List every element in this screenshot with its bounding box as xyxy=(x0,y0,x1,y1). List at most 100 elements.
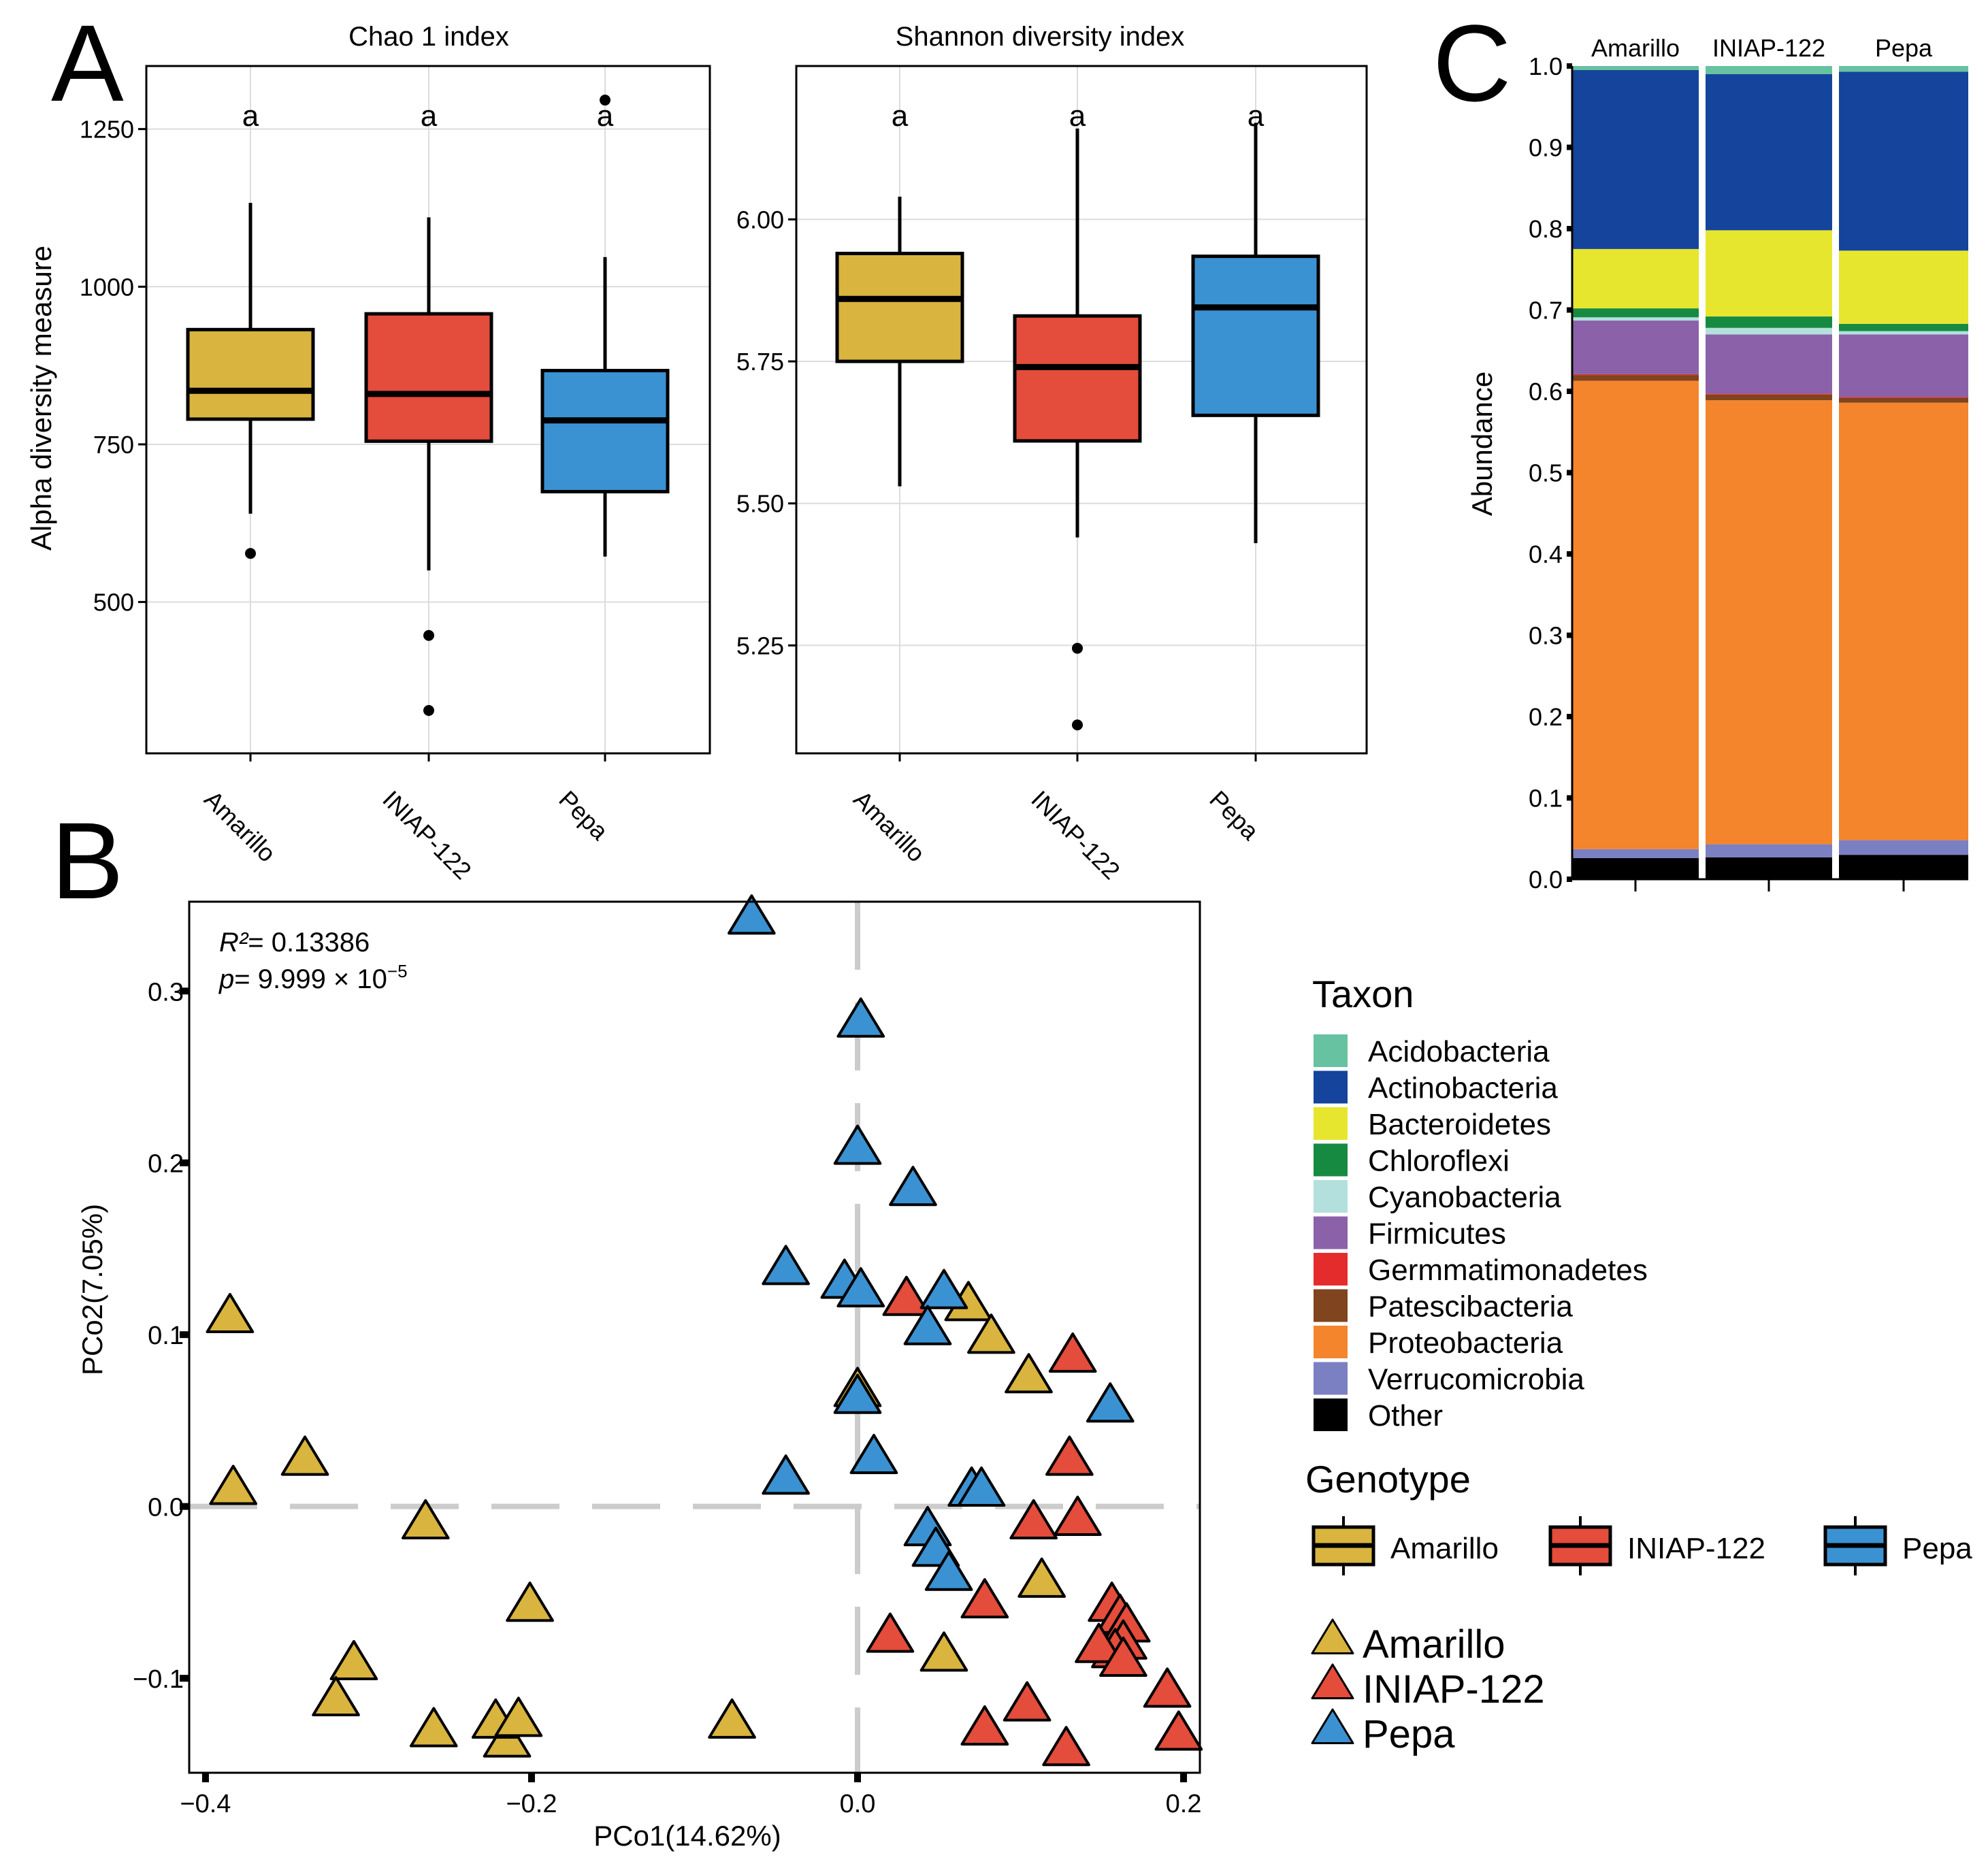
shannon-ytick-label-1: 5.50 xyxy=(736,490,784,518)
legend-genotype-title: Genotype xyxy=(1305,1458,1471,1501)
pcoa-point-iniap-122-5 xyxy=(960,1578,1009,1619)
pcoa-point-iniap-122-16 xyxy=(1003,1681,1052,1722)
pcoa-xtick-label-3: 0.2 xyxy=(1166,1790,1202,1818)
legend-shape-iniap-122 xyxy=(1311,1663,1354,1699)
legend-shape-label-iniap-122: INIAP-122 xyxy=(1363,1667,1545,1712)
pcoa-point-pepa-17 xyxy=(924,1550,973,1591)
legend-label-germmatimonadetes: Germmatimonadetes xyxy=(1368,1254,1648,1287)
legend-genotype-label-iniap-122: INIAP-122 xyxy=(1627,1532,1765,1565)
shannon-box-amarillo xyxy=(835,251,964,363)
composition-ytick-label-1: 0.1 xyxy=(1529,785,1563,813)
pcoa-point-iniap-122-1 xyxy=(1048,1332,1097,1373)
composition-facet-label-iniap-122: INIAP-122 xyxy=(1712,34,1825,62)
pcoa-point-pepa-1 xyxy=(836,997,885,1038)
chao1-box-amarillo xyxy=(186,327,315,421)
pcoa-point-amarillo-3 xyxy=(401,1499,450,1540)
pcoa-point-amarillo-17 xyxy=(919,1631,968,1672)
legend-label-other: Other xyxy=(1368,1399,1443,1433)
panel-letter-c: C xyxy=(1433,2,1512,124)
bar-segment-amarillo-bacteroidetes xyxy=(1572,248,1699,309)
pcoa-ytick-label-0: −0.1 xyxy=(133,1665,184,1694)
pcoa-point-pepa-7 xyxy=(919,1268,968,1309)
composition-stacked-bar: Abundance Amarillo INIAP-122 Pepa 0.00.10.… xyxy=(1466,34,1968,894)
shannon-xtick-label-iniap-122: INIAP-122 xyxy=(1026,785,1125,885)
composition-ytick-label-10: 1.0 xyxy=(1529,52,1563,80)
legend-shape-label-amarillo: Amarillo xyxy=(1363,1622,1505,1667)
pcoa-xtick-label-1: −0.2 xyxy=(506,1790,557,1818)
shannon-frame xyxy=(795,65,1368,755)
pcoa-point-pepa-8 xyxy=(903,1305,952,1345)
bar-segment-pepa-actinobacteria xyxy=(1839,71,1968,251)
pcoa-point-iniap-122-14 xyxy=(1143,1667,1192,1708)
bar-segment-iniap-122-other xyxy=(1706,857,1832,879)
pcoa-point-amarillo-2 xyxy=(280,1435,329,1476)
legend-swatch-verrucomicrobia xyxy=(1314,1362,1348,1395)
bar-segment-pepa-acidobacteria xyxy=(1839,66,1968,72)
pcoa-point-amarillo-15 xyxy=(1005,1353,1053,1394)
composition-facet-label-pepa: Pepa xyxy=(1875,34,1933,62)
chao1-box-iniap-122 xyxy=(364,312,493,443)
shannon-significance-pepa: a xyxy=(1248,99,1265,133)
legend-shape-amarillo xyxy=(1311,1618,1354,1654)
legend-swatch-other xyxy=(1314,1398,1348,1431)
composition-ytick-label-7: 0.7 xyxy=(1529,297,1563,325)
bar-segment-iniap-122-cyanobacteria xyxy=(1706,327,1832,335)
bar-segment-pepa-firmicutes xyxy=(1839,334,1968,397)
pcoa-point-iniap-122-2 xyxy=(1045,1435,1094,1476)
pcoa-point-pepa-3 xyxy=(889,1166,937,1207)
bar-segment-iniap-122-firmicutes xyxy=(1706,334,1832,394)
pcoa-point-amarillo-7 xyxy=(409,1707,458,1748)
chao1-significance-amarillo: a xyxy=(242,99,259,133)
chao1-xtick-label-pepa: Pepa xyxy=(553,785,614,846)
bar-segment-pepa-bacteroidetes xyxy=(1839,250,1968,324)
legend-genotype-label-amarillo: Amarillo xyxy=(1390,1532,1499,1565)
chao1-ytick-label-1: 750 xyxy=(93,431,134,459)
pcoa-annotation: R²= 0.13386 p= 9.999 × 10−5 xyxy=(218,928,408,994)
legend-label-proteobacteria: Proteobacteria xyxy=(1368,1326,1563,1360)
pcoa-point-iniap-122-0 xyxy=(882,1275,931,1316)
shannon-boxplot: Shannon diversity index a a a 5.25 5.50 5.75… xyxy=(736,22,1368,885)
composition-ytick-label-9: 0.9 xyxy=(1529,134,1563,162)
shannon-ytick-label-2: 5.75 xyxy=(736,348,784,376)
panel-letter-b: B xyxy=(51,800,124,921)
shannon-box-iniap-122 xyxy=(1013,314,1142,443)
chao1-ytick-label-2: 1000 xyxy=(80,273,134,301)
chao1-significance-iniap-122: a xyxy=(421,99,438,133)
pcoa-point-pepa-2 xyxy=(833,1124,882,1165)
legend: Taxon Acidobacteria ActinobacteriaBactero… xyxy=(1305,972,1972,1756)
pcoa-point-pepa-10 xyxy=(849,1433,898,1475)
chao1-ytick-label-3: 1250 xyxy=(80,116,134,144)
bar-segment-iniap-122-actinobacteria xyxy=(1706,73,1832,231)
bar-segment-iniap-122-germmatimonadetes xyxy=(1706,393,1832,395)
pcoa-point-iniap-122-12 xyxy=(1075,1622,1123,1663)
pcoa-point-iniap-122-4 xyxy=(1054,1495,1102,1536)
legend-shape-label-pepa: Pepa xyxy=(1363,1712,1455,1756)
legend-shape-pepa xyxy=(1311,1708,1354,1744)
bar-segment-iniap-122-chloroflexi xyxy=(1706,316,1832,328)
chao1-significance-pepa: a xyxy=(597,99,614,133)
pcoa-point-pepa-0 xyxy=(728,894,776,935)
legend-label-cyanobacteria: Cyanobacteria xyxy=(1368,1181,1561,1214)
composition-ytick-label-4: 0.4 xyxy=(1529,540,1563,568)
pcoa-xtick-label-2: 0.0 xyxy=(840,1790,876,1818)
pcoa-ytick-label-1: 0.0 xyxy=(148,1494,184,1522)
pcoa-ylabel: PCo2(7.05%) xyxy=(76,1204,108,1375)
shannon-xtick-label-pepa: Pepa xyxy=(1204,785,1265,846)
composition-ytick-label-8: 0.8 xyxy=(1529,215,1563,243)
bar-segment-amarillo-acidobacteria xyxy=(1572,66,1699,70)
bar-segment-amarillo-proteobacteria xyxy=(1572,380,1699,849)
legend-swatch-patescibacteria xyxy=(1314,1289,1348,1322)
pcoa-pvalue: p= 9.999 × 10−5 xyxy=(218,961,408,994)
legend-swatch-chloroflexi xyxy=(1314,1143,1348,1177)
legend-swatch-germmatimonadetes xyxy=(1314,1253,1348,1286)
bar-segment-amarillo-patescibacteria xyxy=(1572,375,1699,381)
legend-swatch-cyanobacteria xyxy=(1314,1180,1348,1213)
bar-segment-iniap-122-patescibacteria xyxy=(1706,394,1832,401)
pcoa-point-iniap-122-17 xyxy=(960,1705,1009,1746)
pcoa-point-amarillo-6 xyxy=(312,1675,360,1717)
pcoa-axes: −0.4 −0.2 0.0 0.2 −0.1 0.0 0.1 0.2 0.3 xyxy=(133,978,1201,1818)
pcoa-point-amarillo-0 xyxy=(206,1292,255,1334)
bar-segment-amarillo-verrucomicrobia xyxy=(1572,849,1699,858)
chao1-outlier-pepa-0 xyxy=(600,95,610,106)
shannon-significance-amarillo: a xyxy=(892,99,909,133)
